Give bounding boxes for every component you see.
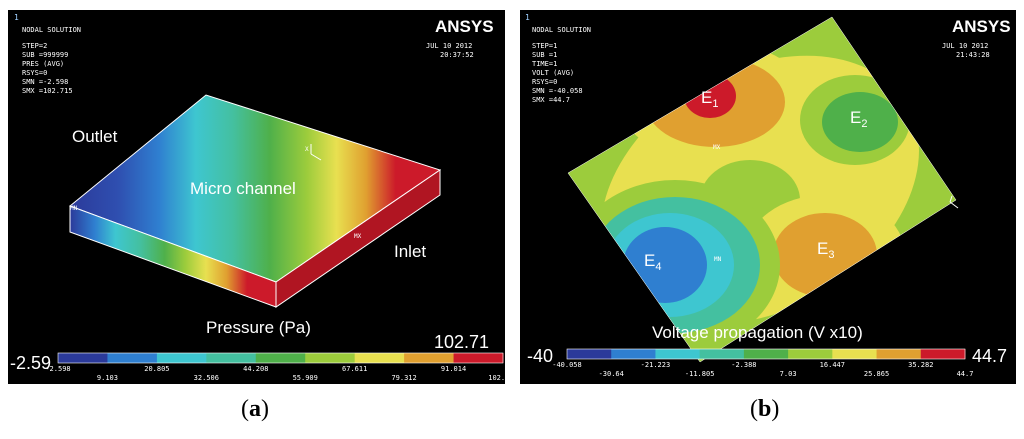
electrode-e3-label: E3 (817, 239, 834, 261)
info-line: SUB =999999 (22, 51, 68, 59)
colorbar-tick-label: 25.865 (864, 370, 889, 378)
outlet-label: Outlet (72, 127, 118, 146)
colorbar-segment (58, 353, 108, 363)
colorbar-segment (107, 353, 158, 363)
colorbar: -40.058 -21.223 -2.388 16.447 35.282 -30.64 -1… (552, 348, 974, 378)
colorbar-segment (206, 353, 257, 363)
info-line: SMX =44.7 (532, 96, 570, 104)
voltage-plot-panel: 1 NODAL SOLUTION STEP=1 SUB =1 TIME=1 VO… (520, 10, 1016, 384)
electrode-e1-label: E1 (701, 88, 718, 110)
info-line: RSYS=0 (532, 78, 557, 86)
caption-b: (b) (750, 396, 780, 422)
colorbar-tick-label: 67.611 (342, 365, 367, 373)
colorbar-tick-label: -40.058 (552, 361, 582, 369)
colorbar-frame (566, 348, 966, 360)
info-line: SUB =1 (532, 51, 557, 59)
colorbar-tick-label: -30.64 (599, 370, 624, 378)
timestamp-time: 21:43:28 (956, 51, 990, 59)
min-node-tag: MN (70, 205, 78, 212)
colorbar-tick-label: -2.598 (45, 365, 70, 373)
colorbar-tick-label: 44.208 (243, 365, 268, 373)
info-line: TIME=1 (532, 60, 557, 68)
range-max-label: 44.7 (972, 346, 1007, 366)
info-line: RSYS=0 (22, 69, 47, 77)
max-node-tag: MX (713, 144, 721, 151)
colorbar-segment (305, 353, 356, 363)
min-node-tag: MN (714, 256, 722, 263)
range-max-label: 102.71 (434, 332, 489, 352)
panel-index: 1 (14, 13, 19, 22)
colorbar-tick-label: 55.909 (293, 374, 318, 382)
caption-a: (a) (241, 396, 269, 422)
colorbar-tick-label: 32.506 (194, 374, 219, 382)
axis-triad (949, 195, 959, 209)
colorbar-tick-label: 20.805 (144, 365, 169, 373)
range-min-label: -40 (527, 346, 553, 366)
colorbar-tick-label: -21.223 (641, 361, 671, 369)
electrode-e4-label: E4 (644, 251, 661, 273)
quantity-label: Voltage propagation (V x10) (652, 323, 863, 342)
ansys-logo: ANSYS (435, 17, 494, 36)
colorbar-segment (255, 353, 306, 363)
timestamp-date: JUL 10 2012 (942, 42, 988, 50)
info-line: PRES (AVG) (22, 60, 64, 68)
pressure-plot-svg: 1 NODAL SOLUTION STEP=2 SUB =999999 PRES… (10, 13, 505, 382)
colorbar-tick-label: 91.014 (441, 365, 466, 373)
ansys-logo: ANSYS (952, 17, 1011, 36)
colorbar-segment (788, 349, 833, 359)
colorbar-segment (920, 349, 966, 359)
colorbar-segment (404, 353, 455, 363)
colorbar-segment (611, 349, 656, 359)
svg-text:X: X (305, 146, 309, 153)
info-line: NODAL SOLUTION (532, 26, 591, 34)
info-line: STEP=1 (532, 42, 557, 50)
micro-channel-label: Micro channel (190, 179, 296, 198)
solution-info: NODAL SOLUTION STEP=2 SUB =999999 PRES (… (22, 26, 81, 95)
inlet-label: Inlet (394, 242, 426, 261)
pressure-plot-panel: 1 NODAL SOLUTION STEP=2 SUB =999999 PRES… (8, 10, 505, 384)
timestamp-time: 20:37:52 (440, 51, 474, 59)
colorbar-tick-label: 35.282 (908, 361, 933, 369)
max-node-tag: MX (354, 233, 362, 240)
solution-info: NODAL SOLUTION STEP=1 SUB =1 TIME=1 VOLT… (532, 26, 591, 104)
info-line: NODAL SOLUTION (22, 26, 81, 34)
colorbar-segment (567, 349, 612, 359)
colorbar-frame (57, 352, 504, 364)
colorbar-tick-label: 102.715 (488, 374, 505, 382)
range-min-label: -2.59 (10, 353, 51, 373)
info-line: SMX =102.715 (22, 87, 73, 95)
colorbar-tick-label: -11.805 (685, 370, 715, 378)
info-line: SMN =-40.058 (532, 87, 583, 95)
colorbar-tick-label: 44.7 (957, 370, 974, 378)
info-line: SMN =-2.598 (22, 78, 68, 86)
colorbar: -2.598 20.805 44.208 67.611 91.014 9.103 32.50… (45, 352, 505, 382)
colorbar-segment (699, 349, 745, 359)
colorbar-segment (354, 353, 405, 363)
timestamp-date: JUL 10 2012 (426, 42, 472, 50)
channel-side-face (275, 169, 441, 308)
electrode-e2-label: E2 (850, 108, 867, 130)
colorbar-segment (743, 349, 789, 359)
colorbar-tick-label: 9.103 (97, 374, 118, 382)
colorbar-tick-label: 79.312 (391, 374, 416, 382)
colorbar-tick-label: 7.03 (780, 370, 797, 378)
info-line: VOLT (AVG) (532, 69, 574, 77)
colorbar-segment (876, 349, 922, 359)
colorbar-segment (453, 353, 504, 363)
voltage-plot-svg: 1 NODAL SOLUTION STEP=1 SUB =1 TIME=1 VO… (525, 13, 1011, 378)
colorbar-segment (156, 353, 207, 363)
info-line: STEP=2 (22, 42, 47, 50)
quantity-label: Pressure (Pa) (206, 318, 311, 337)
colorbar-segment (655, 349, 701, 359)
colorbar-tick-label: 16.447 (820, 361, 845, 369)
colorbar-segment (832, 349, 878, 359)
panel-index: 1 (525, 13, 530, 22)
colorbar-tick-label: -2.388 (731, 361, 756, 369)
axis-triad (310, 144, 322, 161)
